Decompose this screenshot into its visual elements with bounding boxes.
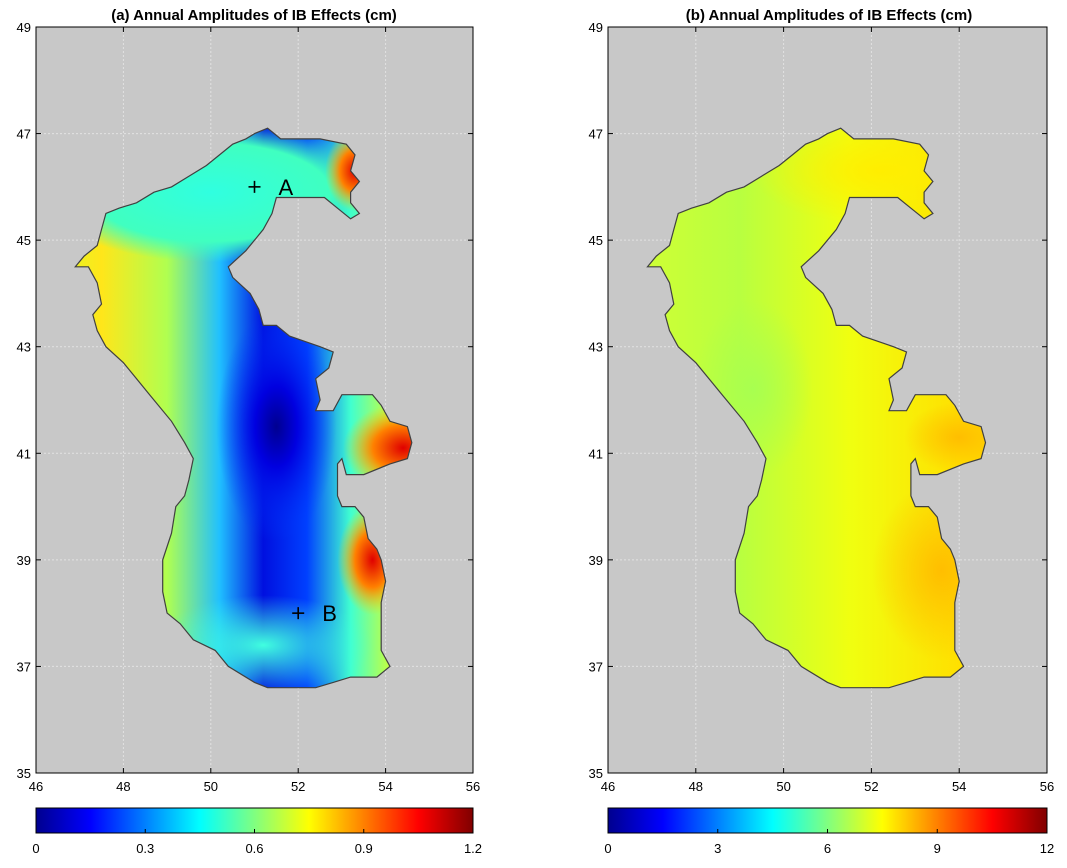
x-tick-label: 46 <box>601 779 615 794</box>
axes-a: 46 48 50 52 54 56 35 37 39 41 43 45 47 49 <box>17 20 481 794</box>
x-tick-label: 52 <box>291 779 305 794</box>
coastline <box>74 127 413 689</box>
panel-a-title: (a) Annual Amplitudes of IB Effects (cm) <box>111 7 397 24</box>
x-tick-label: 50 <box>204 779 218 794</box>
marker-label: B <box>322 601 337 626</box>
colorbar-tick-label: 6 <box>824 841 831 856</box>
x-tick-label: 56 <box>466 779 480 794</box>
y-tick-label: 39 <box>589 553 603 568</box>
y-tick-label: 35 <box>589 766 603 781</box>
colorbar-tick-label: 0.9 <box>355 841 373 856</box>
axes-b: 46 48 50 52 54 56 35 37 39 41 43 45 47 49 <box>589 20 1055 794</box>
y-tick-label: 47 <box>17 127 31 142</box>
marker-b: B <box>292 601 337 626</box>
panel-b-title: (b) Annual Amplitudes of IB Effects (cm) <box>686 7 972 24</box>
axes-frame <box>607 26 1048 774</box>
y-tick-label: 49 <box>17 20 31 35</box>
x-tick-label: 54 <box>378 779 392 794</box>
x-tick-label: 54 <box>952 779 966 794</box>
x-tick-label: 50 <box>776 779 790 794</box>
colorbar-a: 0 0.3 0.6 0.9 1.2 <box>32 807 482 856</box>
colorbar-tick-label: 0 <box>32 841 39 856</box>
marker-a: A <box>248 175 294 200</box>
y-tick-label: 35 <box>17 766 31 781</box>
marker-label: A <box>279 175 294 200</box>
colorbar-tick-label: 0 <box>604 841 611 856</box>
x-tick-label: 56 <box>1040 779 1054 794</box>
y-tick-label: 37 <box>17 659 31 674</box>
y-tick-label: 43 <box>589 340 603 355</box>
map-a-svg: (a) Annual Amplitudes of IB Effects (cm)… <box>17 7 483 856</box>
colorbar-tick-label: 0.3 <box>136 841 154 856</box>
y-tick-label: 37 <box>589 659 603 674</box>
coastline <box>646 127 987 689</box>
y-tick-label: 45 <box>589 233 603 248</box>
colorbar-tick-label: 0.6 <box>245 841 263 856</box>
y-tick-label: 47 <box>589 127 603 142</box>
y-tick-label: 45 <box>17 233 31 248</box>
panel-b: (b) Annual Amplitudes of IB Effects (cm)… <box>533 0 1067 863</box>
y-tick-label: 49 <box>589 20 603 35</box>
colorbar-gradient <box>607 807 1048 834</box>
x-tick-label: 52 <box>864 779 878 794</box>
map-a: AB <box>35 26 474 774</box>
panel-a: (a) Annual Amplitudes of IB Effects (cm)… <box>0 0 533 863</box>
x-tick-label: 48 <box>689 779 703 794</box>
colorbar-tick-label: 1.2 <box>464 841 482 856</box>
colorbar-tick-label: 3 <box>714 841 721 856</box>
x-tick-label: 46 <box>29 779 43 794</box>
map-b <box>607 26 1048 774</box>
colorbar-b: 0 3 6 9 12 <box>604 807 1054 856</box>
map-b-svg: (b) Annual Amplitudes of IB Effects (cm)… <box>589 7 1055 856</box>
colorbar-tick-label: 9 <box>934 841 941 856</box>
y-tick-label: 39 <box>17 553 31 568</box>
y-tick-label: 41 <box>589 446 603 461</box>
axes-frame <box>35 26 474 774</box>
x-tick-label: 48 <box>116 779 130 794</box>
y-tick-label: 41 <box>17 446 31 461</box>
y-tick-label: 43 <box>17 340 31 355</box>
colorbar-tick-label: 12 <box>1040 841 1054 856</box>
